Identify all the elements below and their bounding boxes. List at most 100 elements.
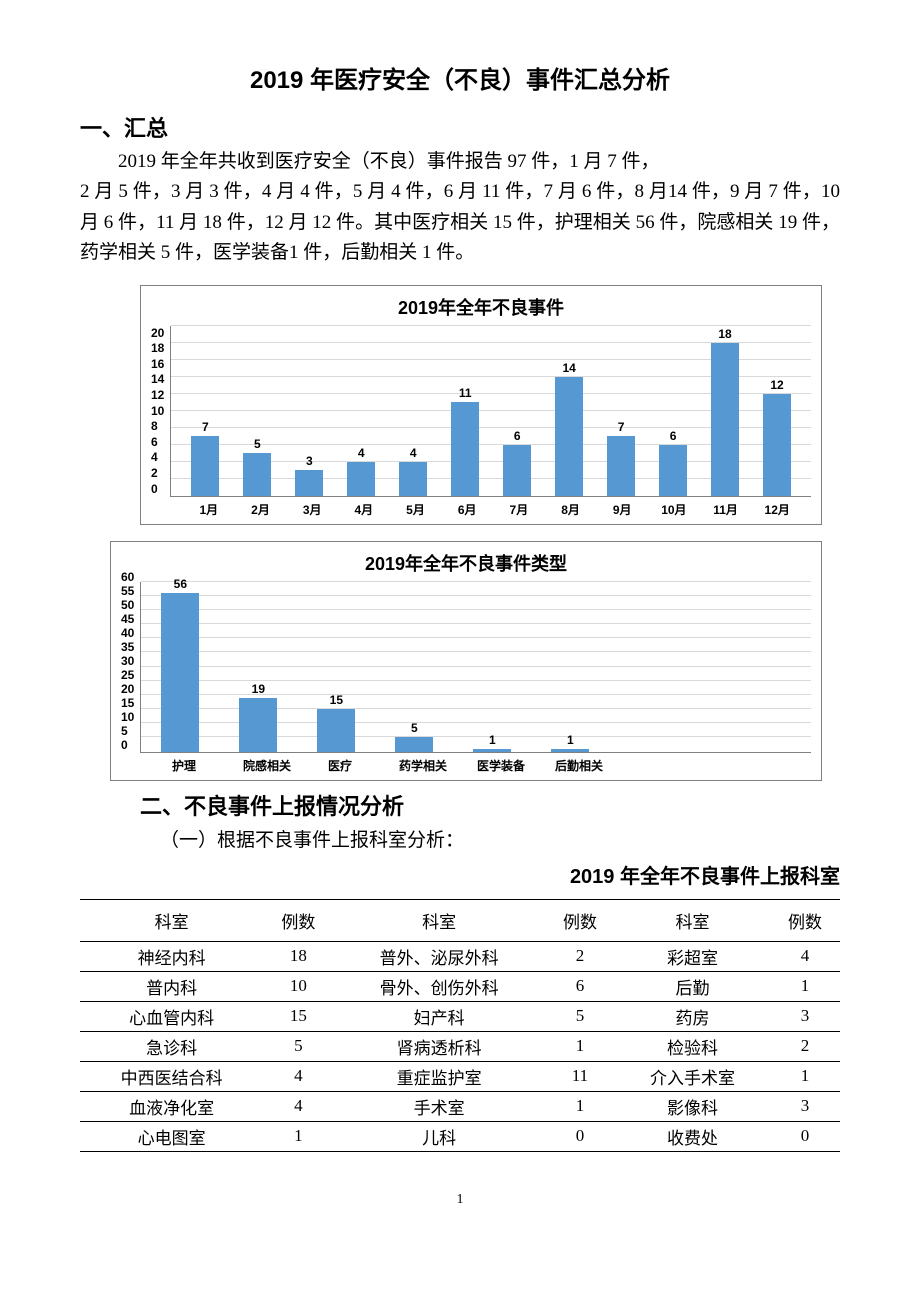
dept-table: 科室例数科室例数科室例数 神经内科18普外、泌尿外科2彩超室4普内科10骨外、创… — [80, 899, 840, 1152]
table-cell: 1 — [770, 1061, 840, 1091]
chart-monthly-title: 2019年全年不良事件 — [151, 294, 811, 320]
table-cell: 1 — [545, 1031, 615, 1061]
bar-value-label: 15 — [330, 693, 343, 707]
table-cell: 介入手术室 — [615, 1061, 770, 1091]
table-cell: 肾病透析科 — [333, 1031, 545, 1061]
table-row: 心电图室1儿科0收费处0 — [80, 1121, 840, 1151]
section2-sub1: （一）根据不良事件上报科室分析： — [160, 825, 840, 852]
table-cell: 18 — [263, 941, 333, 971]
table-cell: 3 — [770, 1091, 840, 1121]
x-tick-label: 院感相关 — [243, 757, 281, 774]
chart-monthly-container: 2019年全年不良事件 02468101214161820 7534411614… — [140, 285, 822, 525]
x-tick-label: 2月 — [235, 501, 287, 518]
bar — [473, 749, 511, 752]
y-tick-label: 20 — [121, 682, 134, 696]
dept-table-body: 神经内科18普外、泌尿外科2彩超室4普内科10骨外、创伤外科6后勤1心血管内科1… — [80, 941, 840, 1151]
bar — [555, 377, 583, 496]
table-cell: 检验科 — [615, 1031, 770, 1061]
y-tick-label: 0 — [151, 482, 164, 496]
bar — [243, 453, 271, 496]
table-header-cell: 科室 — [80, 899, 263, 941]
table-cell: 彩超室 — [615, 941, 770, 971]
bar-wrap: 15 — [317, 693, 355, 752]
bar-value-label: 18 — [718, 327, 731, 341]
bar — [659, 445, 687, 496]
table-cell: 妇产科 — [333, 1001, 545, 1031]
table-row: 神经内科18普外、泌尿外科2彩超室4 — [80, 941, 840, 971]
x-tick-label: 护理 — [165, 757, 203, 774]
y-tick-label: 45 — [121, 612, 134, 626]
y-tick-label: 55 — [121, 584, 134, 598]
dept-table-header-row: 科室例数科室例数科室例数 — [80, 899, 840, 941]
table-cell: 5 — [263, 1031, 333, 1061]
bar-wrap: 5 — [395, 721, 433, 751]
bar — [763, 394, 791, 496]
dept-table-title: 2019 年全年不良事件上报科室 — [80, 860, 840, 889]
bar — [711, 343, 739, 496]
section1-heading: 一、汇总 — [80, 111, 840, 143]
table-cell: 急诊科 — [80, 1031, 263, 1061]
y-tick-label: 14 — [151, 372, 164, 386]
table-cell: 重症监护室 — [333, 1061, 545, 1091]
bar — [551, 749, 589, 752]
table-cell: 骨外、创伤外科 — [333, 971, 545, 1001]
bar-value-label: 7 — [202, 420, 209, 434]
section1-paragraph-rest: 2 月 5 件，3 月 3 件，4 月 4 件，5 月 4 件，6 月 11 件… — [80, 177, 840, 268]
y-tick-label: 50 — [121, 598, 134, 612]
x-tick-label: 3月 — [286, 501, 338, 518]
page-number: 1 — [80, 1192, 840, 1208]
y-tick-label: 60 — [121, 570, 134, 584]
bar — [503, 445, 531, 496]
chart-monthly-xaxis: 1月2月3月4月5月6月7月8月9月10月11月12月 — [175, 497, 811, 518]
bar-value-label: 56 — [174, 577, 187, 591]
table-cell: 11 — [545, 1061, 615, 1091]
y-tick-label: 20 — [151, 326, 164, 340]
bar-wrap: 4 — [387, 446, 439, 496]
table-header-cell: 例数 — [770, 899, 840, 941]
table-cell: 儿科 — [333, 1121, 545, 1151]
chart-type-title: 2019年全年不良事件类型 — [121, 550, 811, 576]
bar-value-label: 3 — [306, 454, 313, 468]
y-tick-label: 8 — [151, 419, 164, 433]
bar — [347, 462, 375, 496]
y-tick-label: 35 — [121, 640, 134, 654]
bar-value-label: 4 — [358, 446, 365, 460]
bar-value-label: 7 — [618, 420, 625, 434]
page-title: 2019 年医疗安全（不良）事件汇总分析 — [80, 60, 840, 95]
bar-wrap: 14 — [543, 361, 595, 496]
bar-value-label: 12 — [770, 378, 783, 392]
table-cell: 10 — [263, 971, 333, 1001]
table-cell: 1 — [545, 1091, 615, 1121]
bar — [395, 737, 433, 751]
y-tick-label: 10 — [151, 404, 164, 418]
bar-wrap: 6 — [647, 429, 699, 496]
x-tick-label: 12月 — [751, 501, 803, 518]
table-cell: 后勤 — [615, 971, 770, 1001]
bar-wrap: 18 — [699, 327, 751, 496]
bar-value-label: 6 — [670, 429, 677, 443]
table-cell: 4 — [770, 941, 840, 971]
table-cell: 手术室 — [333, 1091, 545, 1121]
bar-wrap: 1 — [473, 733, 511, 752]
y-tick-label: 2 — [151, 466, 164, 480]
table-cell: 普内科 — [80, 971, 263, 1001]
chart-monthly-plot: 7534411614761812 — [170, 326, 811, 497]
table-cell: 心电图室 — [80, 1121, 263, 1151]
table-cell: 1 — [263, 1121, 333, 1151]
chart-monthly-bars: 7534411614761812 — [171, 326, 811, 496]
bar-value-label: 11 — [459, 386, 472, 400]
bar — [191, 436, 219, 496]
table-cell: 1 — [770, 971, 840, 1001]
table-cell: 6 — [545, 971, 615, 1001]
bar-wrap: 4 — [335, 446, 387, 496]
bar — [317, 709, 355, 752]
y-tick-label: 40 — [121, 626, 134, 640]
bar-value-label: 1 — [567, 733, 574, 747]
table-cell: 15 — [263, 1001, 333, 1031]
bar — [295, 470, 323, 496]
bar — [451, 402, 479, 496]
section2-heading: 二、不良事件上报情况分析 — [140, 789, 840, 821]
table-cell: 0 — [545, 1121, 615, 1151]
table-cell: 收费处 — [615, 1121, 770, 1151]
table-row: 心血管内科15妇产科5药房3 — [80, 1001, 840, 1031]
